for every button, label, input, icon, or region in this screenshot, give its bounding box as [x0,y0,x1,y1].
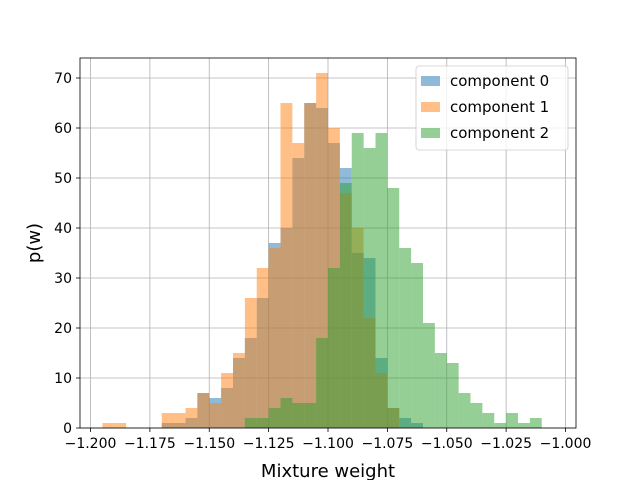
y-axis-ticks: 0 10 20 30 40 50 60 70 [54,71,80,437]
histogram-bar [316,338,328,428]
x-tick-label: −1.000 [540,436,592,452]
histogram-bar [114,423,127,428]
histogram-bar [292,403,305,428]
histogram-bar [244,298,257,428]
histogram-bar [244,418,257,428]
x-tick-label: −1.200 [65,436,117,452]
histogram-bar [102,423,115,428]
y-tick-label: 20 [54,321,72,337]
histogram-bar [387,188,400,428]
y-tick-label: 0 [63,421,72,437]
histogram-bar [197,393,210,428]
legend-swatch [421,128,440,138]
histogram-bar [304,403,317,428]
y-tick-label: 60 [54,121,72,137]
histogram-bar [482,413,495,428]
histogram-bar [375,133,388,428]
histogram-bar [268,408,281,428]
histogram-bar [185,408,198,428]
histogram-bar [173,413,186,428]
histogram-bar [304,103,317,428]
x-tick-label: −1.100 [302,436,354,452]
x-tick-label: −1.075 [361,436,413,452]
histogram-bar [351,133,364,428]
x-tick-label: −1.150 [183,436,235,452]
histogram-bar [161,413,174,428]
histogram-bar [458,393,471,428]
histogram-bar [256,268,269,428]
legend: component 0 component 1 component 2 [415,65,569,151]
series-2 [244,133,542,428]
legend-label: component 2 [450,124,549,142]
x-tick-label: −1.125 [243,436,295,452]
histogram-bar [399,248,412,428]
histogram-bar [292,143,305,428]
histogram-bar [470,403,483,428]
histogram-bar [423,323,435,428]
histogram-bar [233,353,245,428]
histogram-bar [221,373,233,428]
y-tick-label: 70 [54,71,72,87]
histogram-bar [209,403,222,428]
legend-swatch [421,76,440,86]
x-tick-label: −1.050 [421,436,473,452]
histogram-bar [494,423,507,428]
histogram-bar [316,73,328,428]
y-tick-label: 30 [54,271,72,287]
legend-label: component 1 [450,98,549,116]
histogram-bar [280,103,293,428]
histogram-bar [363,148,376,428]
legend-label: component 0 [450,72,549,90]
x-axis-ticks: −1.200 −1.175 −1.150 −1.125 −1.100 −1.075 −1.0… [65,428,592,452]
histogram-bar [434,353,447,428]
histogram-bar [518,423,530,428]
x-axis-label: Mixture weight [261,461,395,480]
histogram-bar [256,418,269,428]
y-axis-label: p(w) [24,223,45,263]
histogram-bar [339,183,352,428]
histogram-bar [268,248,281,428]
histogram-bar [506,413,518,428]
x-tick-label: −1.175 [124,436,176,452]
histogram-bar [446,363,459,428]
histogram-bar [280,398,293,428]
legend-frame [415,65,569,151]
histogram-bars [102,73,542,428]
x-tick-label: −1.025 [480,436,532,452]
y-tick-label: 40 [54,221,72,237]
y-tick-label: 50 [54,171,72,187]
histogram-bar [328,268,340,428]
histogram-bar [411,263,423,428]
legend-swatch [421,102,440,112]
histogram-bar [529,418,542,428]
y-tick-label: 10 [54,371,72,387]
